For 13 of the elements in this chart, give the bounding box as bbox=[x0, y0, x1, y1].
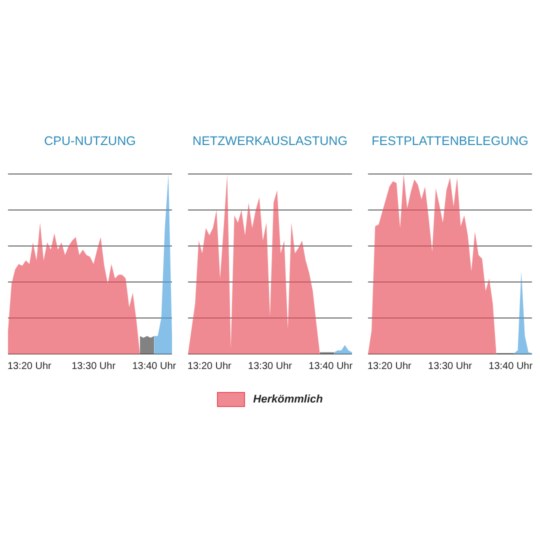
x-tick-label: 13:20 Uhr bbox=[7, 360, 52, 372]
x-tick-label: 13:40 Uhr bbox=[488, 360, 534, 372]
chart-title: FESTPLATTENBELEGUNG bbox=[372, 134, 528, 150]
x-tick-label: 13:30 Uhr bbox=[248, 360, 293, 372]
x-tick-label: 13:20 Uhr bbox=[367, 360, 412, 372]
x-tick-label: 13:30 Uhr bbox=[72, 360, 116, 372]
x-tick-label: 13:30 Uhr bbox=[428, 360, 473, 372]
x-tick-label: 13:20 Uhr bbox=[187, 360, 232, 372]
x-tick-label: 13:40 Uhr bbox=[132, 360, 177, 372]
legend-label: Herkömmlich bbox=[252, 392, 323, 407]
chart-title: CPU-NUTZUNG bbox=[44, 134, 136, 150]
x-tick-label: 13:40 Uhr bbox=[308, 360, 354, 372]
chart-title: NETZWERKAUSLASTUNG bbox=[192, 134, 348, 150]
